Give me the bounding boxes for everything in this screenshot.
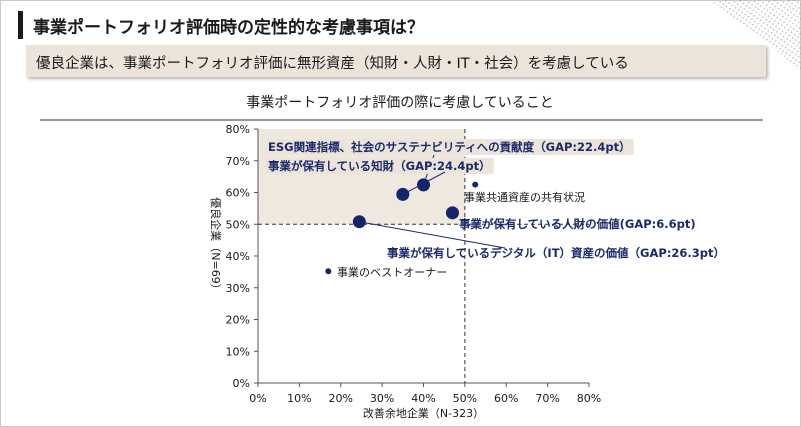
data-point [325,268,332,275]
y-tick-label: 0% [233,377,250,390]
y-axis-title: 優良企業（N=69） [209,197,223,294]
data-point [352,215,366,229]
data-point-label: 事業が保有しているデジタル（IT）資産の価値（GAP:26.3pt） [387,246,725,260]
data-point [417,178,430,192]
y-tick-label: 60% [226,187,250,200]
summary-banner-text: 優良企業は、事業ポートフォリオ評価に無形資産（知財・人財・IT・社会）を考慮して… [36,56,629,72]
y-tick-label: 40% [226,250,250,263]
data-point-label: 事業が保有している人財の価値(GAP:6.6pt) [459,217,696,231]
x-tick-label: 60% [494,392,518,405]
data-point-label: 事業が保有している知財（GAP:24.4pt） [268,159,491,173]
y-tick-label: 70% [226,155,250,168]
x-tick-label: 80% [577,392,601,405]
data-point [396,187,410,201]
chart-title: 事業ポートフォリオ評価の際に考慮していること [246,95,554,111]
point-leader-line [402,171,446,195]
data-point-label: ESG関連指標、社会のサステナビリティへの貢献度（GAP:22.4pt） [268,140,631,154]
data-point-label: 事業共通資産の共有状況 [464,190,585,204]
y-tick-label: 10% [226,345,250,358]
x-tick-label: 40% [411,392,435,405]
x-axis-title: 改善余地企業（N-323） [363,406,484,420]
page-title: 事業ポートフォリオ評価時の定性的な考慮事項は？ [33,18,424,38]
point-leader-line [359,221,506,249]
x-tick-label: 30% [370,392,394,405]
data-point-label: 事業のベストオーナー [337,266,447,279]
point-label-background [265,158,494,174]
x-tick-label: 10% [287,392,311,405]
y-tick-label: 80% [226,123,250,136]
y-tick-label: 30% [226,282,250,295]
x-tick-label: 20% [329,392,353,405]
x-tick-label: 70% [535,392,559,405]
x-tick-label: 50% [453,392,477,405]
y-tick-label: 20% [226,314,250,327]
title-accent-bar [18,11,23,39]
decorative-dot-pattern [711,0,801,70]
point-label-background [265,139,634,155]
plot-area: 0% 10% 20% 30% 40% 50% 60% 70% 80% 0% 10% 20% 30% 40%… [209,123,725,420]
y-tick-label: 50% [226,218,250,231]
data-point [445,206,459,220]
data-point [472,181,479,188]
x-tick-label: 0% [249,392,266,405]
summary-banner: 優良企業は、事業ポートフォリオ評価に無形資産（知財・人財・IT・社会）を考慮して… [26,45,766,77]
